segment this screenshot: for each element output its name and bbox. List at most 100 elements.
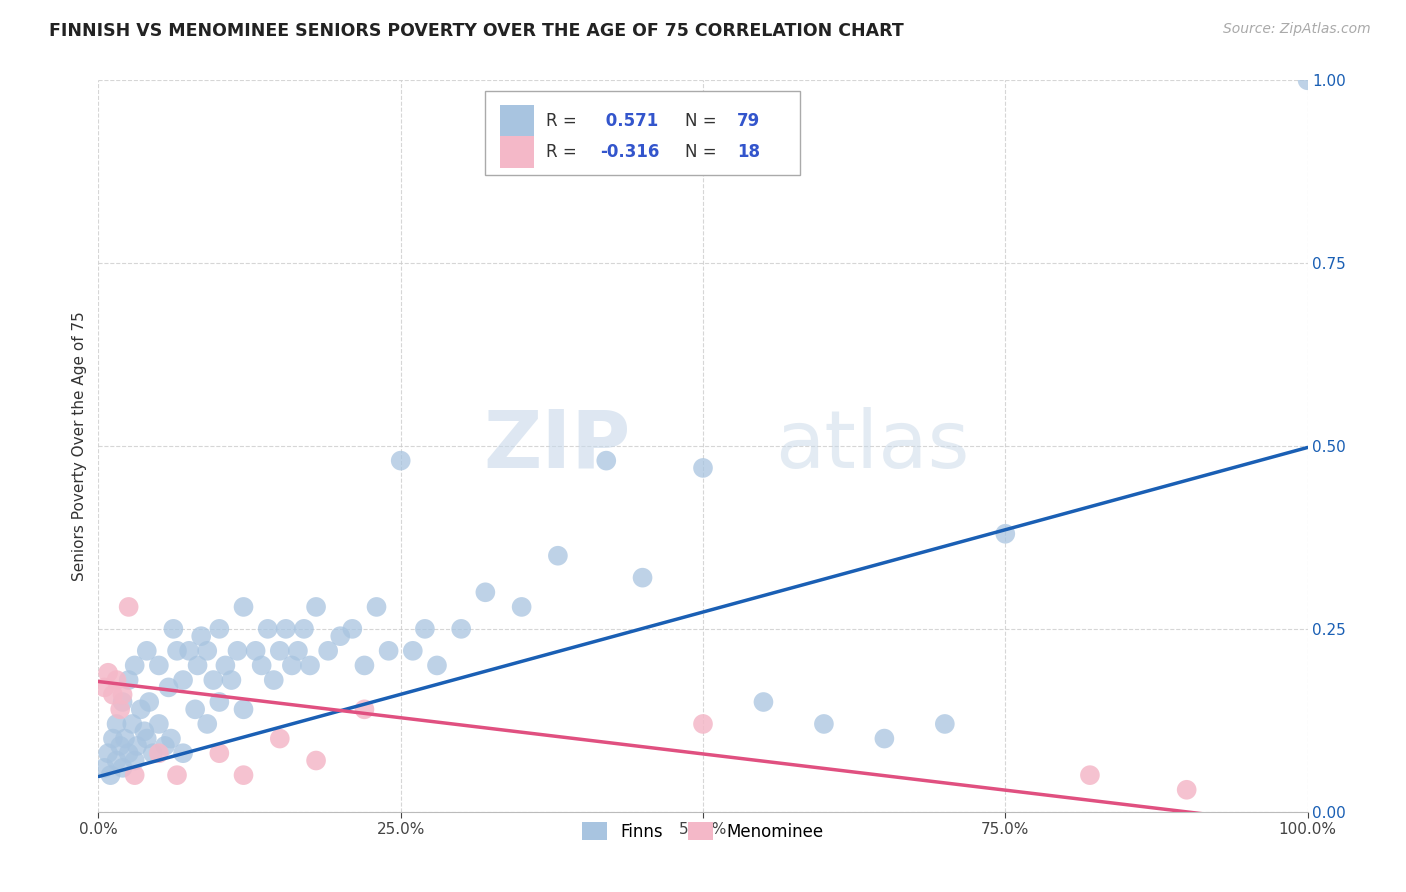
Point — [510, 599, 533, 614]
Point — [232, 702, 254, 716]
Point — [124, 658, 146, 673]
Point — [329, 629, 352, 643]
Point — [166, 768, 188, 782]
Point — [118, 673, 141, 687]
Point — [245, 644, 267, 658]
Legend: Finns, Menominee: Finns, Menominee — [575, 816, 831, 847]
Point — [226, 644, 249, 658]
Point — [111, 695, 134, 709]
Point — [287, 644, 309, 658]
Point — [166, 644, 188, 658]
Point — [108, 702, 131, 716]
Point — [160, 731, 183, 746]
Point — [108, 739, 131, 753]
Point — [366, 599, 388, 614]
Point — [124, 768, 146, 782]
Point — [299, 658, 322, 673]
Point — [148, 717, 170, 731]
Point — [232, 768, 254, 782]
Point — [172, 673, 194, 687]
Point — [148, 746, 170, 760]
Point — [114, 731, 136, 746]
Point — [118, 746, 141, 760]
Text: R =: R = — [546, 143, 582, 161]
Point — [179, 644, 201, 658]
Point — [129, 702, 152, 716]
Point — [127, 739, 149, 753]
Point — [111, 761, 134, 775]
Point — [142, 746, 165, 760]
Point — [256, 622, 278, 636]
Point — [873, 731, 896, 746]
Point — [124, 754, 146, 768]
Point — [353, 702, 375, 716]
Point — [93, 761, 115, 775]
Point — [208, 746, 231, 760]
Bar — [501, 136, 534, 168]
Point — [105, 717, 128, 731]
Point — [172, 746, 194, 760]
Point — [752, 695, 775, 709]
Point — [692, 717, 714, 731]
Point — [692, 461, 714, 475]
Point — [105, 673, 128, 687]
Point — [208, 622, 231, 636]
Point — [135, 731, 157, 746]
Point — [105, 754, 128, 768]
Point — [250, 658, 273, 673]
Text: N =: N = — [685, 112, 721, 129]
Point — [994, 526, 1017, 541]
Point — [274, 622, 297, 636]
Point — [93, 681, 115, 695]
Point — [305, 754, 328, 768]
Text: 18: 18 — [737, 143, 759, 161]
Bar — [501, 104, 534, 136]
Point — [1078, 768, 1101, 782]
Point — [97, 665, 120, 680]
Point — [353, 658, 375, 673]
Point — [148, 658, 170, 673]
Point — [162, 622, 184, 636]
Point — [202, 673, 225, 687]
Point — [547, 549, 569, 563]
Point — [389, 453, 412, 467]
Point — [413, 622, 436, 636]
Point — [190, 629, 212, 643]
Point — [281, 658, 304, 673]
Point — [474, 585, 496, 599]
Text: FINNISH VS MENOMINEE SENIORS POVERTY OVER THE AGE OF 75 CORRELATION CHART: FINNISH VS MENOMINEE SENIORS POVERTY OVE… — [49, 22, 904, 40]
Point — [184, 702, 207, 716]
Point — [316, 644, 339, 658]
Point — [135, 644, 157, 658]
Text: Source: ZipAtlas.com: Source: ZipAtlas.com — [1223, 22, 1371, 37]
Point — [1175, 782, 1198, 797]
Point — [195, 644, 218, 658]
Point — [101, 688, 124, 702]
Point — [934, 717, 956, 731]
Point — [138, 695, 160, 709]
Point — [377, 644, 399, 658]
Point — [269, 731, 291, 746]
Point — [426, 658, 449, 673]
Point — [232, 599, 254, 614]
Point — [118, 599, 141, 614]
Point — [208, 695, 231, 709]
Point — [100, 768, 122, 782]
Point — [292, 622, 315, 636]
Point — [101, 731, 124, 746]
Point — [97, 746, 120, 760]
Text: atlas: atlas — [776, 407, 970, 485]
FancyBboxPatch shape — [485, 91, 800, 176]
Text: ZIP: ZIP — [484, 407, 630, 485]
Point — [111, 688, 134, 702]
Text: R =: R = — [546, 112, 582, 129]
Point — [121, 717, 143, 731]
Text: 79: 79 — [737, 112, 761, 129]
Point — [342, 622, 364, 636]
Point — [263, 673, 285, 687]
Point — [450, 622, 472, 636]
Y-axis label: Seniors Poverty Over the Age of 75: Seniors Poverty Over the Age of 75 — [72, 311, 87, 581]
Text: -0.316: -0.316 — [600, 143, 659, 161]
Point — [221, 673, 243, 687]
Point — [402, 644, 425, 658]
